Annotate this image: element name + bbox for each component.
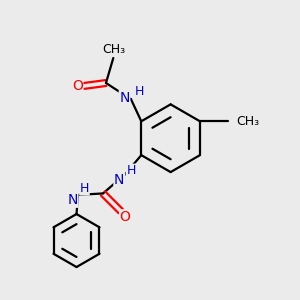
Text: H: H (80, 182, 89, 195)
Text: N: N (114, 173, 124, 187)
Text: CH₃: CH₃ (102, 43, 125, 56)
Text: O: O (120, 210, 130, 224)
Text: N: N (119, 91, 130, 105)
Text: O: O (72, 79, 83, 93)
Text: N: N (68, 193, 78, 207)
Text: CH₃: CH₃ (236, 115, 259, 128)
Text: H: H (126, 164, 136, 177)
Text: H: H (134, 85, 144, 98)
